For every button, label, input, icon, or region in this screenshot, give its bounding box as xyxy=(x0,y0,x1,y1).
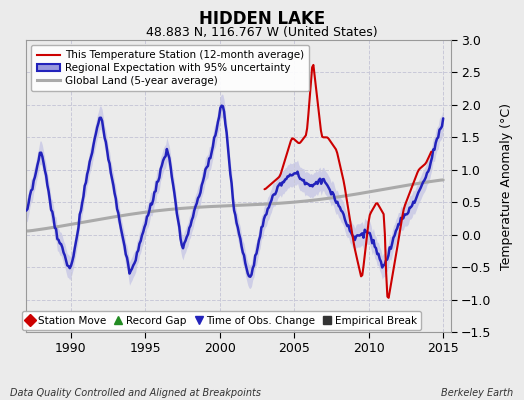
Text: 48.883 N, 116.767 W (United States): 48.883 N, 116.767 W (United States) xyxy=(146,26,378,39)
Y-axis label: Temperature Anomaly (°C): Temperature Anomaly (°C) xyxy=(500,102,513,270)
Text: HIDDEN LAKE: HIDDEN LAKE xyxy=(199,10,325,28)
Text: Berkeley Earth: Berkeley Earth xyxy=(441,388,514,398)
Text: Data Quality Controlled and Aligned at Breakpoints: Data Quality Controlled and Aligned at B… xyxy=(10,388,261,398)
Legend: Station Move, Record Gap, Time of Obs. Change, Empirical Break: Station Move, Record Gap, Time of Obs. C… xyxy=(22,311,421,330)
